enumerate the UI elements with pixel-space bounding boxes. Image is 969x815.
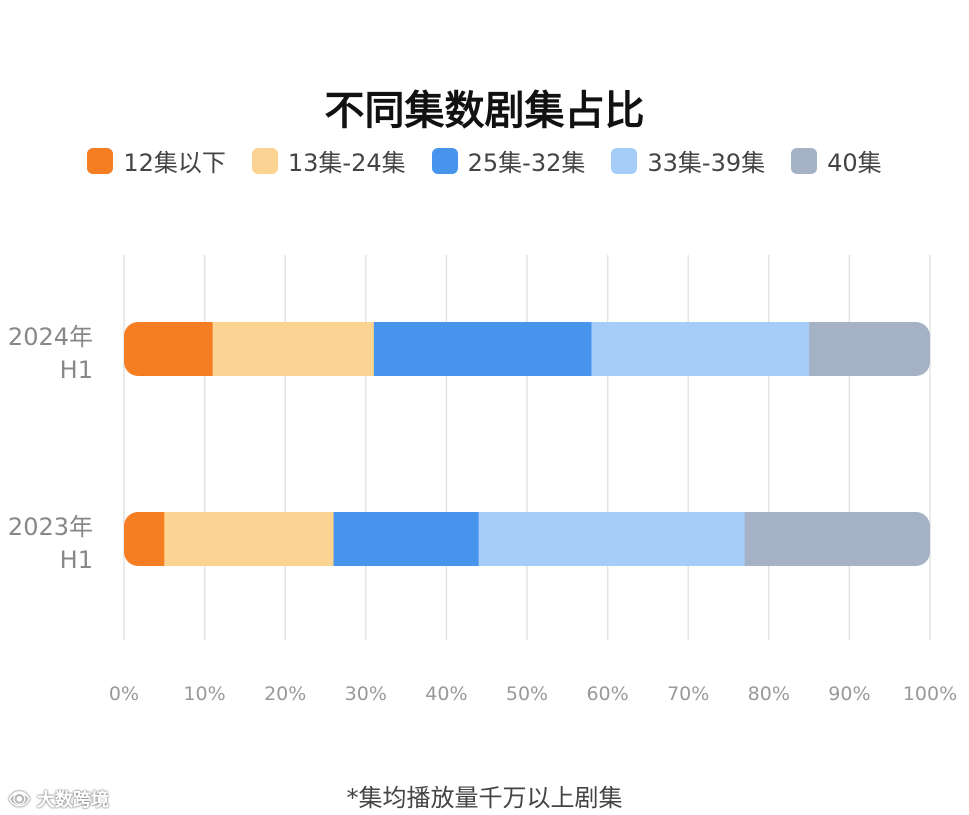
bar-group (124, 512, 930, 566)
y-category-label: H1 (60, 546, 93, 574)
footnote: *集均播放量千万以上剧集 (346, 784, 623, 812)
bar-segment (124, 322, 214, 376)
x-tick-label: 40% (425, 683, 467, 705)
legend-label-2: 13集-24集 (287, 149, 406, 177)
legend-item-1: 12集以下 (87, 143, 226, 178)
weibo-eye-icon: 👁 (8, 788, 31, 810)
source-watermark: 👁 大数跨境 (8, 786, 109, 812)
y-category-label: 2024年 (8, 323, 93, 351)
x-tick-label: 30% (345, 683, 387, 705)
x-tick-label: 60% (586, 683, 628, 705)
x-tick-label: 10% (183, 683, 225, 705)
watermark-text: 大数跨境 (36, 790, 109, 811)
bar-segment (478, 512, 746, 566)
x-tick-label: 0% (109, 683, 139, 705)
label-layer: 0% 10% 20% 30% 40% 50% 60% 70% 80% 90% 100% 2024年 H1… (8, 323, 957, 705)
legend-swatch-1 (87, 147, 114, 174)
bar-segment (333, 512, 480, 566)
bar-segment (373, 322, 592, 376)
legend-item-3: 25集-32集 (431, 143, 586, 178)
legend-label-3: 25集-32集 (467, 149, 586, 177)
legend-label-5: 40集 (827, 149, 882, 177)
legend-label-4: 33集-39集 (647, 149, 766, 177)
y-category-label: H1 (60, 356, 93, 384)
chart-legend: 12集以下 13集-24集 25集-32集 33集-39集 40集 (0, 143, 969, 178)
bar-segment (809, 322, 930, 376)
legend-item-4: 33集-39集 (611, 143, 765, 178)
stacked-bar-chart: 0% 10% 20% 30% 40% 50% 60% 70% 80% 90% 100% 2024年 H1… (8, 255, 957, 705)
legend-swatch-4 (611, 147, 638, 174)
legend-swatch-3 (431, 147, 458, 174)
y-category-label: 2023年 (8, 513, 93, 541)
legend-swatch-5 (791, 147, 818, 174)
x-tick-label: 80% (748, 683, 790, 705)
bar-segment (212, 322, 375, 376)
legend-label-1: 12集以下 (123, 149, 226, 177)
legend-swatch-2 (251, 147, 278, 174)
chart-title: 不同集数剧集占比 (324, 88, 645, 134)
legend-item-5: 40集 (791, 143, 882, 178)
bar-segment (124, 512, 165, 566)
bar-group (124, 322, 930, 376)
bar-layer (124, 322, 930, 566)
grid-layer (123, 255, 931, 640)
legend-item-2: 13集-24集 (251, 143, 406, 178)
x-tick-label: 90% (828, 683, 870, 705)
bar-segment (591, 322, 810, 376)
bar-segment (164, 512, 335, 566)
x-tick-label: 70% (667, 683, 709, 705)
x-tick-label: 50% (506, 683, 548, 705)
bar-segment (744, 512, 930, 566)
x-tick-label: 20% (264, 683, 306, 705)
x-tick-label: 100% (903, 683, 957, 705)
